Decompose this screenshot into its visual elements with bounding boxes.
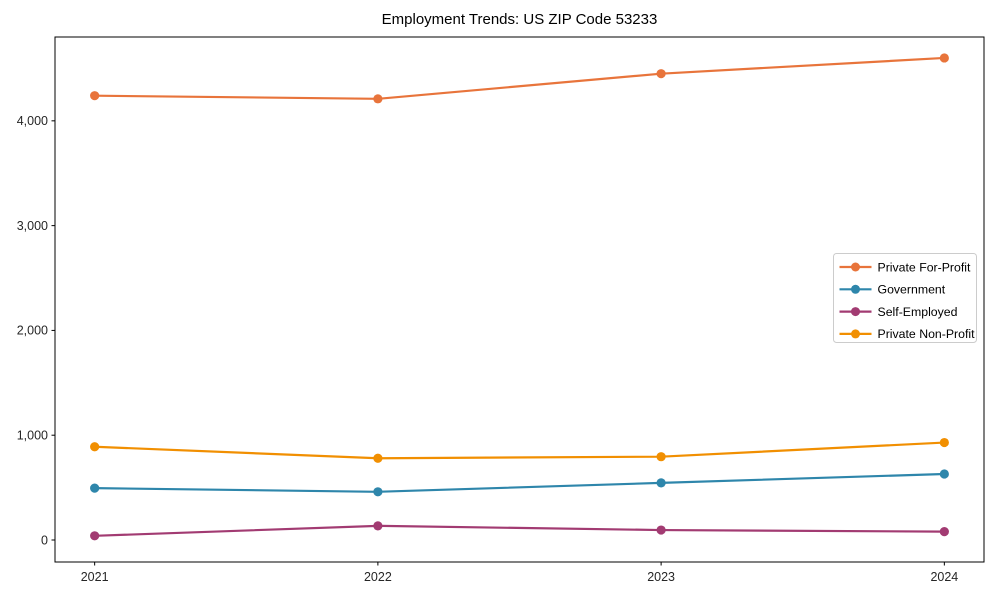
legend-label: Self-Employed (878, 305, 958, 319)
x-axis-tick-label: 2023 (647, 570, 675, 584)
data-point-government-2021 (90, 483, 100, 493)
legend: Private For-Profit Government Self-Employe… (833, 253, 977, 343)
plot-border (54, 36, 985, 563)
legend-marker-icon (851, 262, 860, 272)
x-axis-tick-label: 2024 (930, 570, 958, 584)
data-point-private-for-profit-2023 (656, 69, 666, 79)
data-point-self-employed-2024 (939, 527, 949, 537)
data-point-private-for-profit-2022 (373, 94, 383, 104)
data-point-private-for-profit-2021 (90, 91, 100, 101)
legend-marker-icon (851, 329, 860, 339)
legend-item-private-for-profit: Private For-Profit (839, 260, 972, 274)
series-line-private-non-profit (93, 441, 946, 460)
chart-title: Employment Trends: US ZIP Code 53233 (382, 11, 658, 28)
data-point-private-non-profit-2023 (656, 452, 666, 462)
y-axis-tick-label: 2,000 (17, 324, 48, 338)
legend-box (833, 253, 977, 343)
legend-item-self-employed: Self-Employed (839, 305, 958, 319)
data-point-government-2024 (939, 469, 949, 479)
y-axis-tick-label: 0 (41, 533, 48, 547)
series-line-self-employed (93, 524, 946, 537)
legend-label: Private Non-Profit (878, 327, 976, 341)
data-point-government-2023 (656, 478, 666, 488)
data-point-self-employed-2021 (90, 531, 100, 541)
data-point-government-2022 (373, 487, 383, 497)
legend-item-private-non-profit: Private Non-Profit (839, 327, 976, 341)
x-axis-tick-label: 2022 (364, 570, 392, 584)
legend-label: Government (878, 283, 946, 297)
legend-marker-icon (851, 284, 860, 294)
legend-label: Private For-Profit (878, 260, 972, 274)
legend-item-government: Government (839, 283, 946, 297)
legend-marker-icon (851, 307, 860, 317)
data-point-private-for-profit-2024 (939, 53, 949, 63)
y-axis-tick-label: 4,000 (17, 114, 48, 128)
y-axis-tick-label: 1,000 (17, 429, 48, 443)
y-axis-tick-label: 3,000 (17, 219, 48, 233)
data-point-self-employed-2023 (656, 525, 666, 535)
x-axis-tick-label: 2021 (81, 570, 109, 584)
data-point-self-employed-2022 (373, 521, 383, 531)
series-line-private-for-profit (93, 56, 946, 100)
data-point-private-non-profit-2024 (939, 437, 949, 448)
data-point-private-non-profit-2022 (373, 453, 383, 463)
series-line-government (93, 472, 946, 493)
data-point-private-non-profit-2021 (90, 442, 100, 452)
